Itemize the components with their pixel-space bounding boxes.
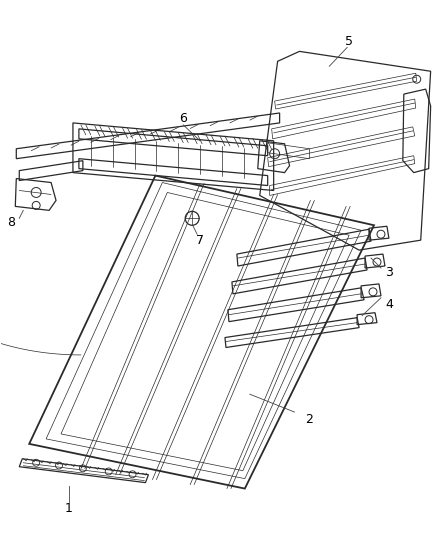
Text: 5: 5 [345, 35, 353, 48]
Text: 2: 2 [305, 413, 313, 425]
Text: 7: 7 [196, 233, 204, 247]
Text: 1: 1 [65, 502, 73, 515]
Text: 3: 3 [385, 266, 393, 279]
Text: 8: 8 [7, 216, 15, 229]
Text: 6: 6 [179, 112, 187, 125]
Text: 4: 4 [385, 298, 393, 311]
